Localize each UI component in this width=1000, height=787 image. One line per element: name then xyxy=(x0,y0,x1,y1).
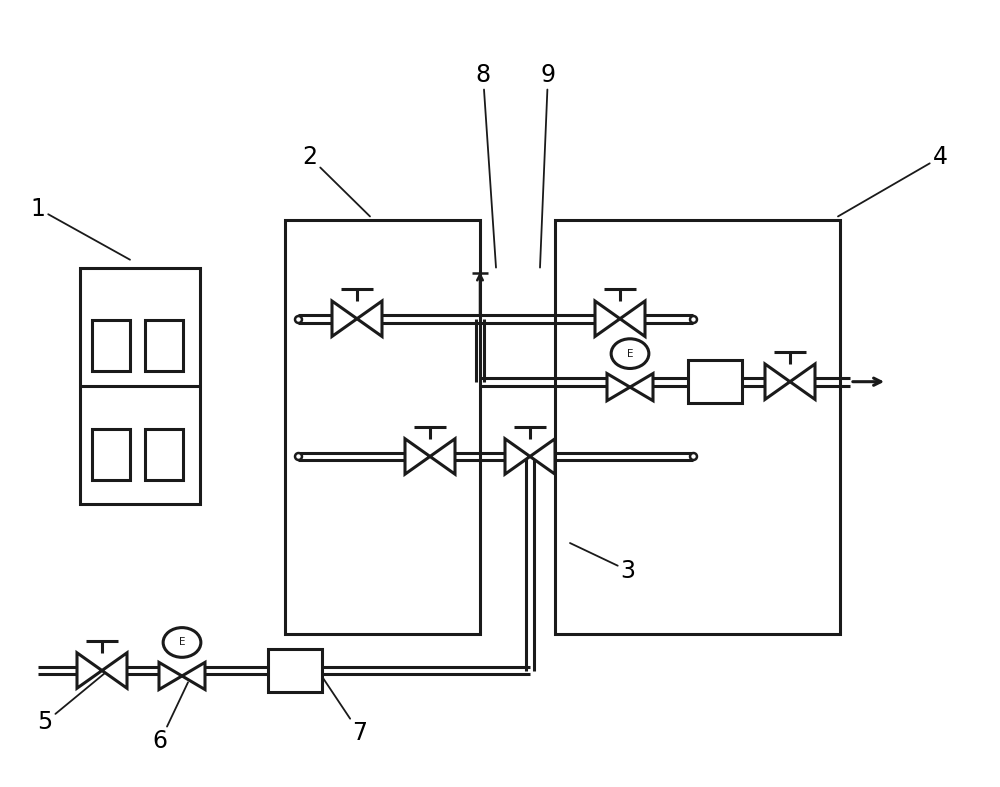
Bar xyxy=(92,320,130,371)
Bar xyxy=(92,429,130,480)
Text: 4: 4 xyxy=(838,146,948,216)
Bar xyxy=(268,649,322,692)
Polygon shape xyxy=(607,374,630,401)
Text: 3: 3 xyxy=(570,543,636,582)
Polygon shape xyxy=(620,301,645,337)
Polygon shape xyxy=(630,374,653,401)
Polygon shape xyxy=(159,663,182,689)
Polygon shape xyxy=(430,439,455,474)
Bar xyxy=(80,268,200,504)
Bar xyxy=(285,220,480,634)
Bar xyxy=(145,320,183,371)
Bar xyxy=(145,429,183,480)
Polygon shape xyxy=(405,439,430,474)
Polygon shape xyxy=(102,653,127,688)
Polygon shape xyxy=(77,653,102,688)
Polygon shape xyxy=(790,364,815,400)
Bar xyxy=(555,220,840,634)
Text: E: E xyxy=(627,349,633,359)
Polygon shape xyxy=(530,439,555,474)
Polygon shape xyxy=(765,364,790,400)
Text: 2: 2 xyxy=(302,146,370,216)
Text: E: E xyxy=(179,637,185,648)
Text: 6: 6 xyxy=(152,682,188,753)
Polygon shape xyxy=(332,301,357,337)
Polygon shape xyxy=(357,301,382,337)
Text: 1: 1 xyxy=(31,197,130,260)
Text: 7: 7 xyxy=(318,671,368,745)
Text: 8: 8 xyxy=(475,63,496,268)
Polygon shape xyxy=(505,439,530,474)
Text: 9: 9 xyxy=(540,63,556,268)
Bar xyxy=(688,360,742,403)
Polygon shape xyxy=(182,663,205,689)
Text: 5: 5 xyxy=(37,671,108,734)
Polygon shape xyxy=(595,301,620,337)
